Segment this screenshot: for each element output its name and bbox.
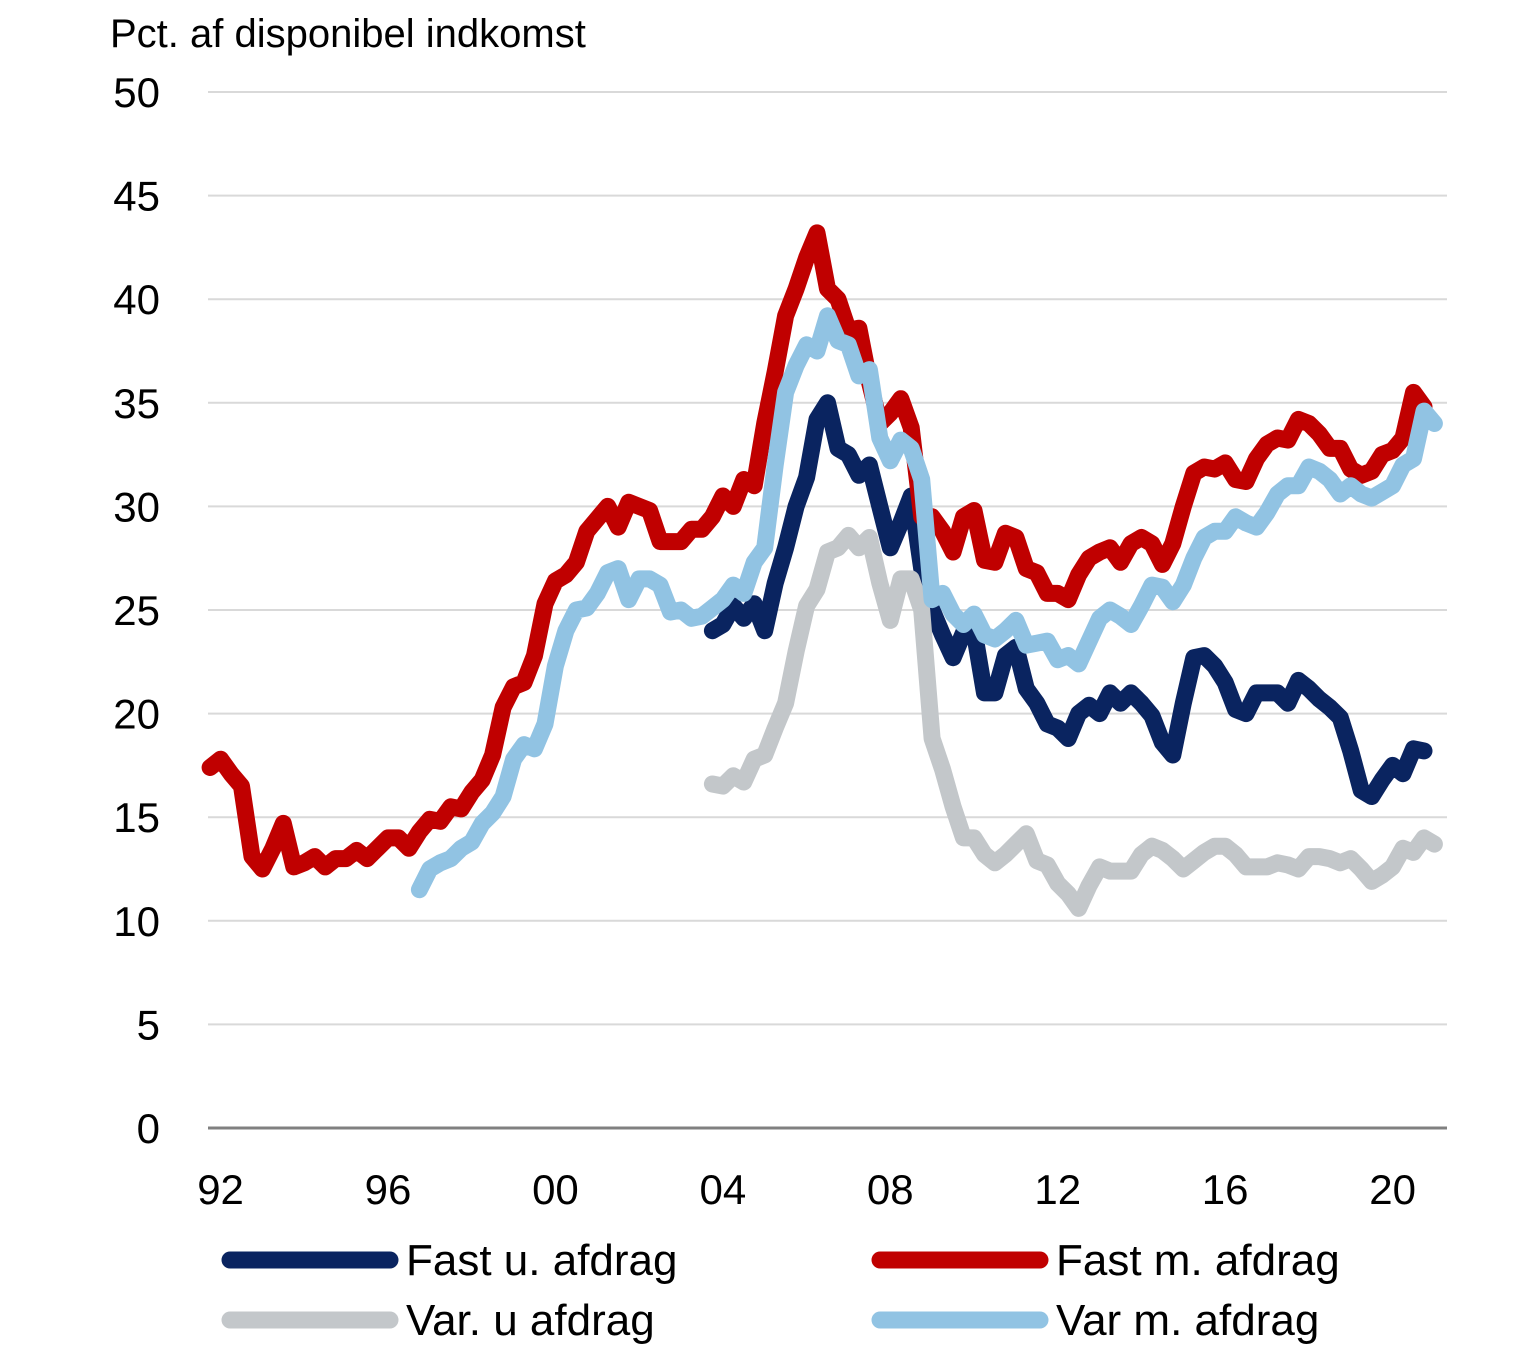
series-line-1 xyxy=(703,394,1433,805)
x-tick-label: 04 xyxy=(699,1166,746,1213)
x-tick-label: 20 xyxy=(1369,1166,1416,1213)
legend-label: Fast m. afdrag xyxy=(1056,1236,1340,1285)
y-tick-label: 15 xyxy=(113,794,160,841)
x-tick-label: 12 xyxy=(1034,1166,1081,1213)
legend-label: Fast u. afdrag xyxy=(406,1236,677,1285)
y-tick-label: 0 xyxy=(137,1105,160,1152)
y-tick-label: 20 xyxy=(113,691,160,738)
x-tick-label: 96 xyxy=(365,1166,412,1213)
y-tick-label: 40 xyxy=(113,276,160,323)
gridlines xyxy=(208,91,1447,1026)
legend: Fast u. afdrag Fast m. afdrag Var. u afdra… xyxy=(221,1236,1340,1345)
y-tick-label: 50 xyxy=(113,69,160,116)
y-tick-labels: 0 5 10 15 20 25 30 35 40 45 50 xyxy=(113,69,160,1152)
y-tick-label: 5 xyxy=(137,1001,160,1048)
series-line-2 xyxy=(201,224,1433,878)
y-tick-label: 30 xyxy=(113,483,160,530)
legend-label: Var m. afdrag xyxy=(1056,1296,1319,1345)
y-tick-label: 35 xyxy=(113,380,160,427)
series-line-4 xyxy=(410,307,1443,899)
y-tick-label: 45 xyxy=(113,173,160,220)
y-axis-label: Pct. af disponibel indkomst xyxy=(110,12,586,56)
series-line-3 xyxy=(703,526,1443,917)
x-tick-label: 00 xyxy=(532,1166,579,1213)
plot-area xyxy=(201,224,1443,917)
legend-label: Var. u afdrag xyxy=(406,1296,655,1345)
x-tick-label: 92 xyxy=(197,1166,244,1213)
x-tick-label: 16 xyxy=(1202,1166,1249,1213)
y-tick-label: 10 xyxy=(113,898,160,945)
x-tick-labels: 92 96 00 04 08 12 16 20 xyxy=(197,1166,1416,1213)
x-tick-label: 08 xyxy=(867,1166,914,1213)
y-tick-label: 25 xyxy=(113,587,160,634)
